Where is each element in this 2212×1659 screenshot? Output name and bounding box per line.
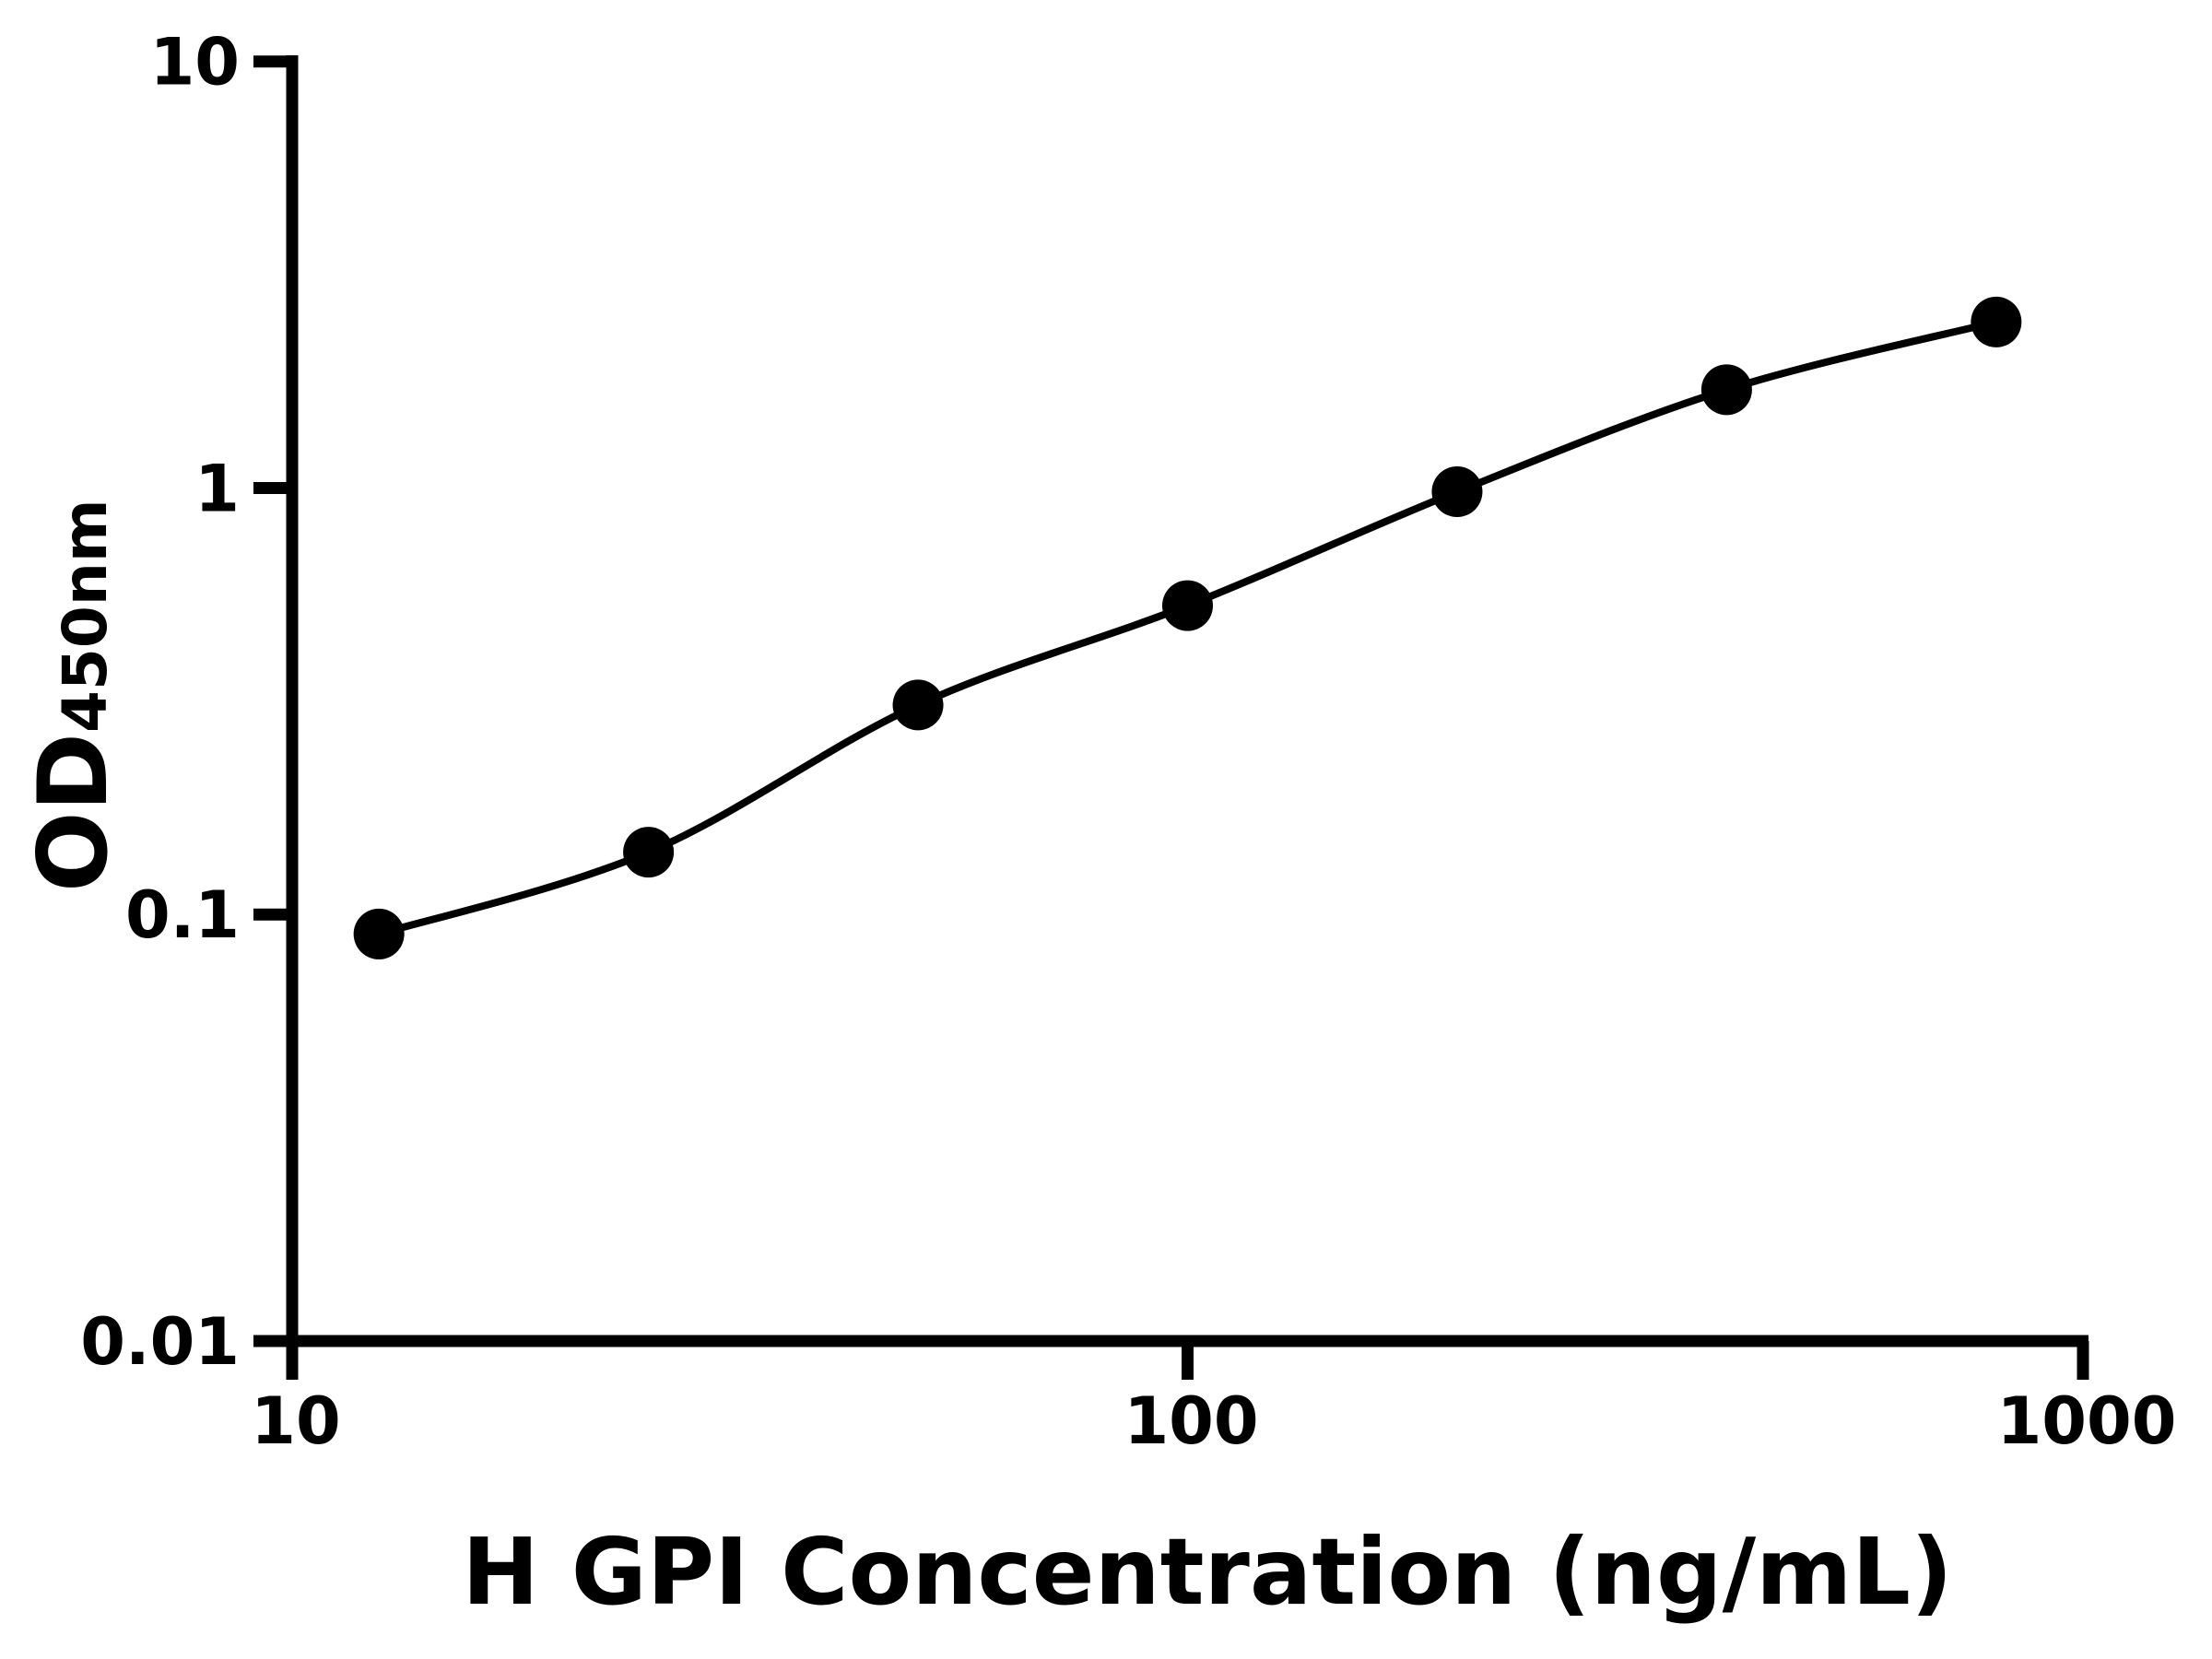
x-tick-label: 1000 xyxy=(1997,1383,2177,1459)
y-axis-title-subscript: 450nm xyxy=(50,499,121,733)
y-tick-label: 0.01 xyxy=(80,1304,240,1380)
x-tick-label: 100 xyxy=(1124,1383,1258,1459)
data-point-marker xyxy=(1431,466,1483,518)
data-point-marker xyxy=(892,679,944,731)
tick-marks xyxy=(253,55,2089,1380)
axes xyxy=(255,55,2088,1380)
data-point-marker xyxy=(623,827,675,878)
y-axis-title-base: OD xyxy=(18,733,129,892)
data-points xyxy=(353,296,2022,959)
data-point-marker xyxy=(1162,580,1213,631)
x-axis-title: H GPI Concentration (ng/mL) xyxy=(462,1518,1952,1626)
y-tick-label: 0.1 xyxy=(125,877,240,953)
y-tick-label: 1 xyxy=(194,451,240,526)
data-point-marker xyxy=(1700,364,1752,416)
y-tick-label: 10 xyxy=(150,25,240,100)
y-axis-title: OD450nm xyxy=(18,499,129,892)
x-tick-label: 10 xyxy=(251,1383,340,1459)
data-point-marker xyxy=(353,908,405,959)
data-point-marker xyxy=(1971,296,2022,347)
